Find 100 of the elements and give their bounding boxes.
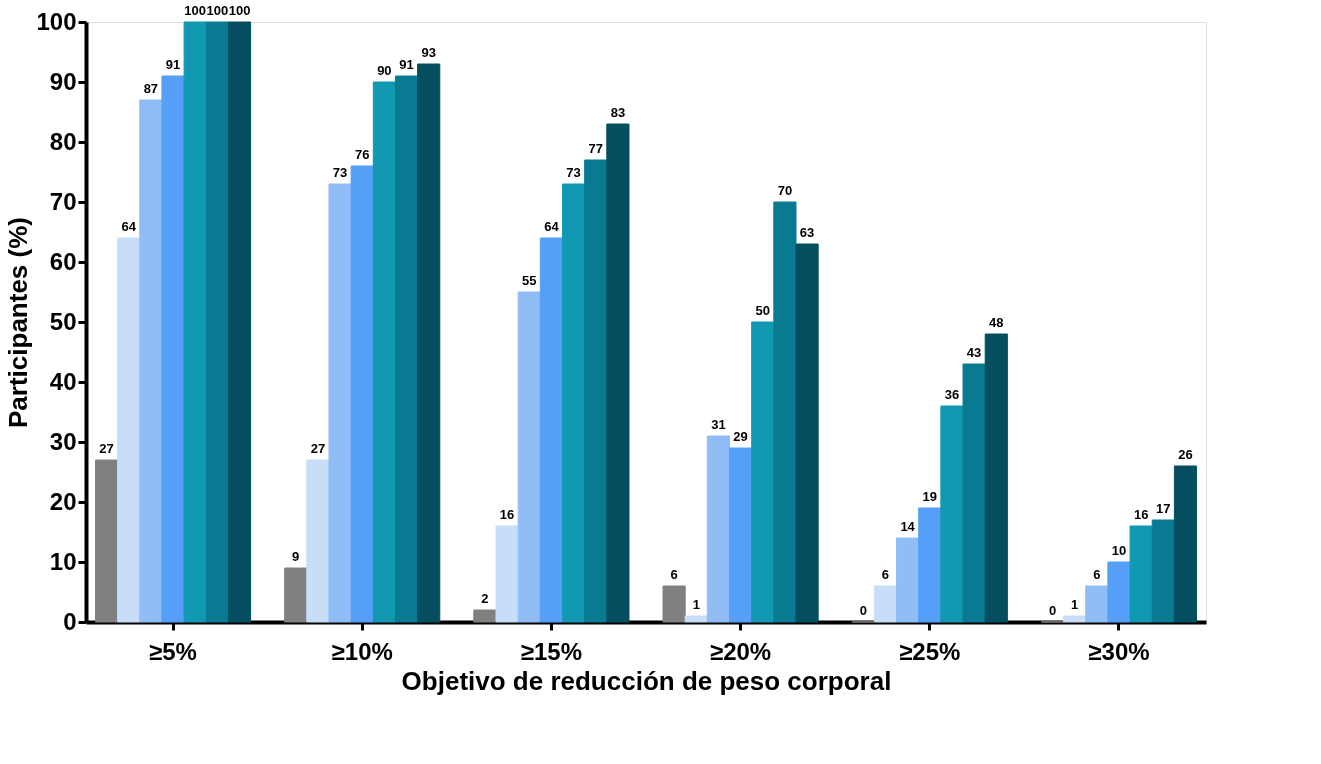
bar <box>306 459 330 623</box>
data-label: 31 <box>711 417 726 432</box>
bar <box>372 81 396 623</box>
y-tick-label: 90 <box>49 67 77 95</box>
bar <box>328 183 352 623</box>
data-label: 90 <box>377 63 392 78</box>
bar <box>139 99 163 623</box>
data-label: 91 <box>165 57 181 72</box>
data-label: 10 <box>1111 543 1127 558</box>
data-label: 27 <box>99 441 114 456</box>
x-tick-label: ≥25% <box>899 637 961 665</box>
y-tick-label: 80 <box>49 127 77 155</box>
bar <box>584 159 608 623</box>
data-label: 6 <box>881 567 890 582</box>
bar <box>517 291 541 623</box>
bar <box>561 183 586 623</box>
bar <box>962 363 986 623</box>
data-label: 63 <box>799 225 815 240</box>
bar <box>539 237 563 623</box>
data-label: 100 <box>228 3 251 18</box>
bar <box>896 537 920 623</box>
bar <box>284 567 308 623</box>
data-label: 6 <box>1093 567 1101 582</box>
bar <box>751 321 775 623</box>
data-label: 16 <box>499 507 515 522</box>
data-label: 100 <box>206 3 229 18</box>
bar <box>984 333 1008 623</box>
data-label: 93 <box>421 45 436 60</box>
data-label: 73 <box>566 165 581 180</box>
data-label: 17 <box>1156 501 1171 516</box>
data-label: 6 <box>670 567 678 582</box>
data-label: 2 <box>481 591 489 606</box>
bar <box>662 585 686 623</box>
data-label: 43 <box>966 345 982 360</box>
bar <box>473 609 497 623</box>
data-label: 1 <box>1071 597 1079 612</box>
bar <box>1107 561 1131 623</box>
y-tick-label: 0 <box>63 607 77 635</box>
data-label: 36 <box>944 387 960 402</box>
data-label: 0 <box>859 603 867 618</box>
bar <box>205 21 229 623</box>
y-tick-label: 40 <box>49 367 77 395</box>
data-label: 83 <box>610 105 626 120</box>
y-tick-label: 10 <box>49 547 77 575</box>
data-label: 50 <box>755 303 770 318</box>
bar <box>183 21 207 623</box>
x-axis-title: Objetivo de reducción de peso corporal <box>401 665 892 696</box>
y-tick-label: 70 <box>49 187 77 215</box>
data-label: 55 <box>522 273 537 288</box>
x-tick-label: ≥10% <box>331 637 393 665</box>
bar <box>350 165 374 623</box>
bar <box>495 525 519 623</box>
data-label: 64 <box>121 219 137 234</box>
data-label: 91 <box>399 57 414 72</box>
data-label: 87 <box>143 81 159 96</box>
bar <box>1151 519 1175 623</box>
x-tick-label: ≥20% <box>709 637 772 665</box>
bar <box>1173 465 1198 623</box>
data-label: 48 <box>989 315 1004 330</box>
data-label: 9 <box>292 549 300 564</box>
bar <box>795 243 819 623</box>
y-tick-label: 20 <box>49 487 77 515</box>
y-axis-title: Participantes (%) <box>3 217 34 428</box>
x-tick-label: ≥30% <box>1088 637 1150 665</box>
bar <box>161 75 185 623</box>
x-tick-label: ≥15% <box>520 637 583 665</box>
bar <box>773 201 797 623</box>
data-label: 73 <box>332 165 348 180</box>
bar <box>1129 525 1153 623</box>
y-tick-label: 30 <box>49 427 77 455</box>
data-label: 1 <box>692 597 700 612</box>
bar <box>918 507 942 623</box>
bar <box>417 63 441 623</box>
bar <box>706 435 731 623</box>
bar <box>940 405 964 623</box>
bar <box>1063 615 1087 623</box>
bar <box>227 21 252 623</box>
data-label: 29 <box>733 429 748 444</box>
data-label: 14 <box>900 519 916 534</box>
bar <box>117 237 141 623</box>
bar <box>394 75 419 623</box>
data-label: 77 <box>588 141 603 156</box>
data-label: 26 <box>1178 447 1193 462</box>
x-tick-label: ≥5% <box>149 637 197 665</box>
bar <box>1085 585 1109 623</box>
data-label: 100 <box>184 3 207 18</box>
bar <box>94 459 119 623</box>
bar <box>729 447 753 623</box>
data-label: 70 <box>777 183 793 198</box>
data-label: 0 <box>1048 603 1057 618</box>
data-label: 64 <box>544 219 560 234</box>
data-label: 16 <box>1133 507 1149 522</box>
y-tick-label: 60 <box>49 247 77 275</box>
data-label: 27 <box>310 441 326 456</box>
y-tick-label: 50 <box>49 307 77 335</box>
bar <box>873 585 898 623</box>
bar <box>606 123 630 623</box>
bar <box>684 615 708 623</box>
data-label: 19 <box>922 489 938 504</box>
y-tick-label: 100 <box>36 7 77 35</box>
